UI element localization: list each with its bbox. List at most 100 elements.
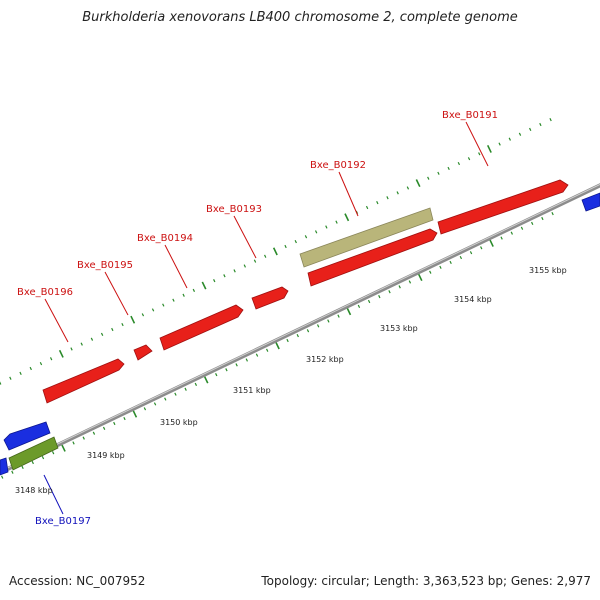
tick-marks	[0, 118, 554, 479]
gene-feature-right-edge-blue[interactable]	[581, 192, 600, 212]
chromosome-backbone	[0, 183, 600, 475]
upper-tick-mark	[100, 332, 104, 336]
upper-tick-mark	[172, 298, 175, 302]
upper-tick-mark	[192, 288, 196, 293]
upper-tick-mark	[376, 200, 379, 205]
lower-tick-mark	[429, 270, 432, 274]
upper-tick-mark	[304, 235, 308, 239]
rna-feature-olive[interactable]	[299, 207, 434, 268]
gene-label-bxe-b0195[interactable]: Bxe_B0195	[77, 260, 133, 271]
upper-tick-mark	[223, 274, 226, 278]
lower-tick-mark	[194, 382, 198, 387]
lower-tick-mark	[531, 221, 534, 226]
upper-tick-mark	[233, 269, 236, 273]
upper-tick-mark	[19, 371, 22, 375]
lower-tick-mark	[225, 368, 228, 372]
lower-tick-mark	[215, 373, 218, 377]
lower-tick-mark	[480, 246, 483, 250]
lower-tick-mark	[417, 273, 423, 282]
lower-tick-mark	[143, 407, 147, 411]
lower-tick-mark	[203, 375, 209, 384]
genome-summary-text: Topology: circular; Length: 3,363,523 bp…	[261, 574, 591, 588]
lower-tick-mark	[488, 238, 494, 247]
leader-line-bxe-b0196	[44, 298, 69, 343]
lower-tick-mark	[235, 363, 238, 367]
upper-tick-mark	[386, 196, 389, 200]
lower-tick-mark	[60, 443, 66, 452]
leader-line-bxe-b0197	[43, 474, 64, 515]
upper-tick-mark	[437, 171, 440, 175]
gene-feature-bxe-b0191[interactable]	[437, 179, 569, 235]
gene-feature-bxe-b0192[interactable]	[307, 228, 438, 287]
lower-tick-mark	[459, 255, 463, 260]
upper-tick-mark	[365, 205, 369, 210]
lower-tick-mark	[174, 392, 177, 396]
lower-tick-mark	[11, 470, 14, 474]
rna-feature-green[interactable]	[8, 436, 59, 471]
upper-tick-mark	[284, 244, 287, 249]
leader-line-bxe-b0191	[465, 121, 489, 167]
gene-label-bxe-b0193[interactable]: Bxe_B0193	[206, 204, 262, 215]
upper-tick-mark	[162, 303, 165, 307]
tick-label-3151: 3151 kbp	[233, 386, 271, 395]
upper-tick-mark	[467, 157, 471, 161]
upper-tick-mark	[253, 259, 257, 263]
lower-tick-mark	[102, 426, 106, 430]
lower-tick-mark	[306, 329, 310, 333]
gene-label-bxe-b0197[interactable]: Bxe_B0197	[35, 516, 91, 527]
upper-tick-mark	[498, 142, 501, 146]
upper-tick-mark	[121, 322, 124, 327]
gene-feature-bxe-b0193[interactable]	[251, 286, 289, 310]
gene-label-bxe-b0194[interactable]: Bxe_B0194	[137, 233, 193, 244]
gene-label-bxe-b0196[interactable]: Bxe_B0196	[17, 287, 73, 298]
upper-tick-mark	[9, 376, 12, 380]
upper-tick-mark	[213, 279, 216, 283]
lower-tick-mark	[378, 294, 381, 299]
upper-tick-mark	[90, 337, 94, 341]
tick-label-3150: 3150 kbp	[160, 418, 198, 427]
upper-tick-mark	[141, 313, 145, 317]
lower-tick-mark	[408, 280, 412, 284]
lower-tick-mark	[41, 455, 45, 460]
upper-tick-mark	[529, 127, 532, 132]
lower-tick-mark	[469, 251, 473, 255]
lower-tick-mark	[346, 307, 352, 316]
chromosome-backbone-highlight	[0, 183, 600, 473]
lower-tick-mark	[245, 358, 248, 362]
gene-feature-bxe-b0196[interactable]	[42, 358, 125, 404]
upper-tick-mark	[201, 281, 207, 290]
lower-tick-mark	[1, 475, 4, 479]
lower-tick-mark	[113, 421, 116, 426]
upper-tick-mark	[151, 308, 155, 312]
upper-tick-mark	[486, 144, 492, 153]
upper-tick-mark	[111, 327, 114, 332]
upper-tick-mark	[478, 152, 481, 156]
lower-tick-mark	[357, 304, 361, 308]
gene-feature-bxe-b0194[interactable]	[159, 304, 244, 351]
accession-text: Accession: NC_007952	[9, 574, 146, 588]
lower-tick-mark	[123, 416, 126, 421]
upper-tick-mark	[243, 264, 246, 268]
leader-line-bxe-b0194	[164, 244, 188, 289]
upper-tick-mark	[549, 118, 552, 122]
lower-tick-mark	[31, 460, 34, 465]
lower-tick-mark	[92, 431, 96, 435]
upper-tick-mark	[39, 361, 43, 366]
lower-tick-mark	[296, 334, 299, 338]
upper-tick-mark	[457, 161, 461, 166]
lower-tick-mark	[255, 353, 259, 357]
gene-label-bxe-b0192[interactable]: Bxe_B0192	[310, 160, 366, 171]
upper-tick-mark	[80, 342, 83, 346]
gene-feature-left-edge-blue[interactable]	[0, 457, 9, 476]
lower-tick-mark	[72, 441, 75, 445]
upper-tick-mark	[272, 247, 278, 256]
lower-tick-mark	[316, 324, 320, 328]
tick-label-3154: 3154 kbp	[454, 295, 492, 304]
gene-label-bxe-b0191[interactable]: Bxe_B0191	[442, 110, 498, 121]
tick-label-3153: 3153 kbp	[380, 324, 418, 333]
gene-feature-bxe-b0197[interactable]	[3, 421, 51, 451]
lower-tick-mark	[388, 290, 391, 294]
tick-label-3148: 3148 kbp	[15, 486, 53, 495]
gene-feature-bxe-b0195[interactable]	[133, 344, 153, 361]
